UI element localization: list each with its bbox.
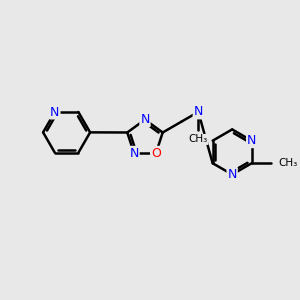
Text: N: N bbox=[227, 168, 237, 181]
Text: N: N bbox=[194, 105, 203, 119]
Text: N: N bbox=[129, 147, 139, 160]
Text: N: N bbox=[50, 106, 59, 118]
Text: O: O bbox=[151, 147, 161, 160]
Text: N: N bbox=[247, 134, 256, 147]
Text: N: N bbox=[140, 113, 150, 126]
Text: CH₃: CH₃ bbox=[189, 134, 208, 145]
Text: CH₃: CH₃ bbox=[278, 158, 297, 168]
